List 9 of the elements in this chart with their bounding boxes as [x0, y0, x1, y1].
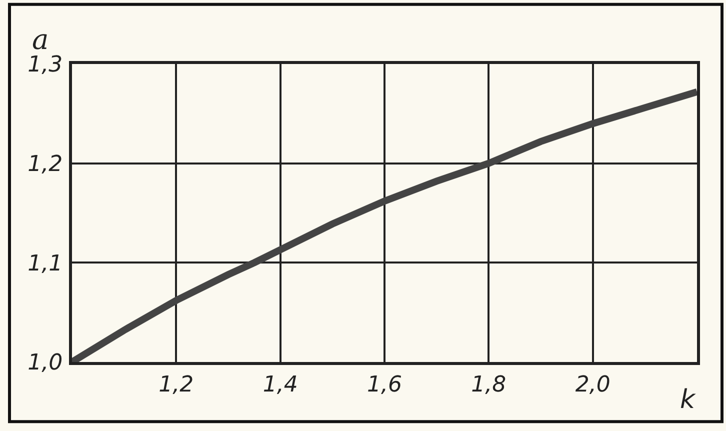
x-axis-title: k — [680, 385, 696, 415]
x-tick-label: 1,4 — [262, 372, 298, 398]
y-tick-label: 1,2 — [28, 152, 63, 178]
x-tick-label: 1,2 — [158, 372, 194, 398]
x-tick-label: 2,0 — [575, 372, 610, 398]
y-tick-label: 1,1 — [28, 251, 63, 276]
y-tick-label: 1,0 — [28, 350, 63, 376]
x-tick-label: 1,8 — [471, 372, 506, 398]
x-tick-label: 1,6 — [367, 372, 402, 398]
